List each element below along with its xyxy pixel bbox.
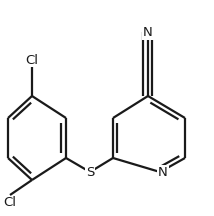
Text: Cl: Cl — [3, 197, 16, 210]
Text: S: S — [86, 165, 94, 178]
Text: N: N — [158, 165, 168, 178]
Text: N: N — [143, 27, 153, 40]
Text: Cl: Cl — [25, 54, 39, 67]
